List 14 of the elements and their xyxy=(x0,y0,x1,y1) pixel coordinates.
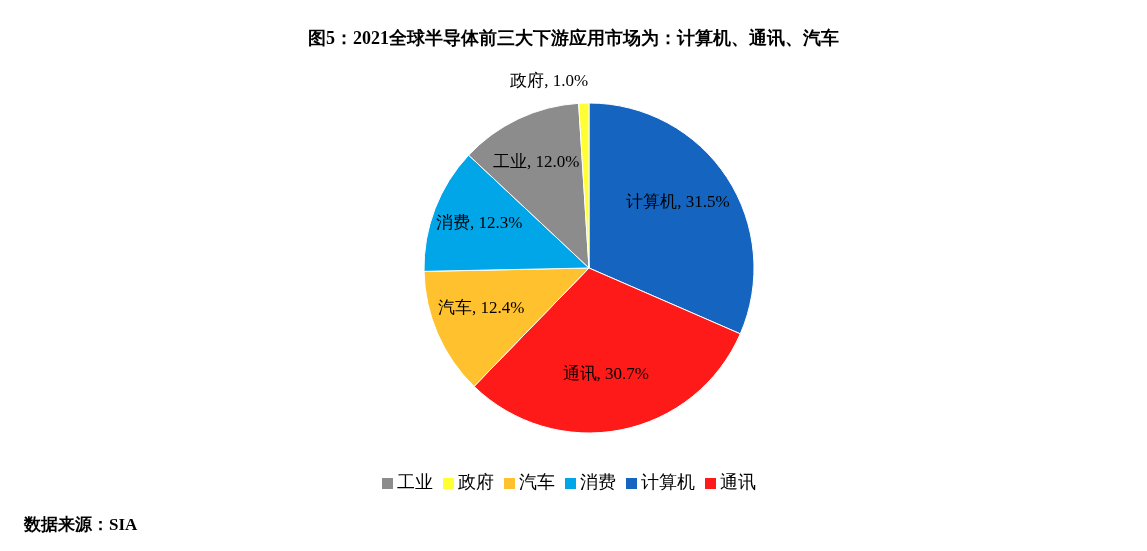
data-label: 工业, 12.0% xyxy=(492,152,580,171)
chart-title: 图5：2021全球半导体前三大下游应用市场为：计算机、通讯、汽车 xyxy=(307,27,840,50)
legend-label: 政府 xyxy=(457,472,494,492)
data-label: 消费, 12.3% xyxy=(436,213,523,233)
legend-label: 消费 xyxy=(579,472,616,492)
data-label: 汽车, 12.4% xyxy=(437,298,525,318)
legend-label: 通讯 xyxy=(719,472,756,492)
legend-label: 工业 xyxy=(396,472,433,492)
data-label: 计算机, 31.5% xyxy=(626,191,730,211)
legend-label: 汽车 xyxy=(518,472,555,492)
source-note: 数据来源：SIA xyxy=(24,514,138,536)
legend-label: 计算机 xyxy=(640,472,695,492)
data-label: 政府, 1.0% xyxy=(510,70,589,90)
data-label: 通讯, 30.7% xyxy=(562,363,649,383)
